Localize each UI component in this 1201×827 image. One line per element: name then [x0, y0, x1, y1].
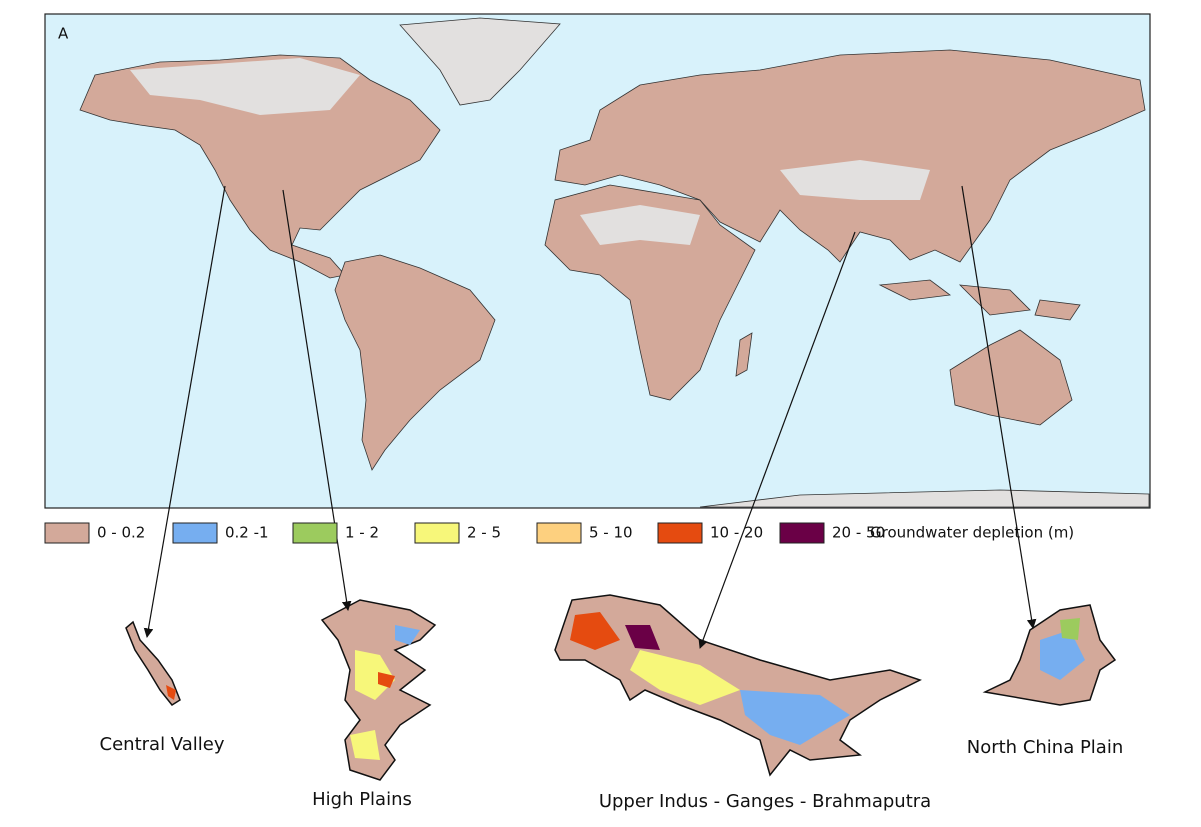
- panel-label: A: [58, 25, 69, 43]
- region-label: Central Valley: [100, 734, 225, 755]
- legend-swatch: [657, 522, 703, 544]
- legend-swatch: [779, 522, 825, 544]
- insets: [125, 594, 1117, 781]
- region-label: Upper Indus - Ganges - Brahmaputra: [599, 791, 931, 812]
- legend-title: Groundwater depletion (m): [870, 524, 1074, 542]
- legend-label: 20 - 50: [832, 524, 885, 542]
- legend-label: 10 - 20: [710, 524, 763, 542]
- world-map: A: [44, 13, 1151, 509]
- legend-swatch: [172, 522, 218, 544]
- arrows: [143, 185, 1037, 649]
- legend-label: 2 - 5: [467, 524, 501, 542]
- region-label: High Plains: [312, 789, 412, 810]
- legend-swatch: [44, 522, 90, 544]
- region-label: North China Plain: [967, 737, 1124, 758]
- legend-label: 1 - 2: [345, 524, 379, 542]
- legend-swatch: [292, 522, 338, 544]
- legend-label: 0.2 -1: [225, 524, 269, 542]
- legend-label: 5 - 10: [589, 524, 633, 542]
- legend-swatch: [536, 522, 582, 544]
- legend-label: 0 - 0.2: [97, 524, 145, 542]
- legend-swatch: [414, 522, 460, 544]
